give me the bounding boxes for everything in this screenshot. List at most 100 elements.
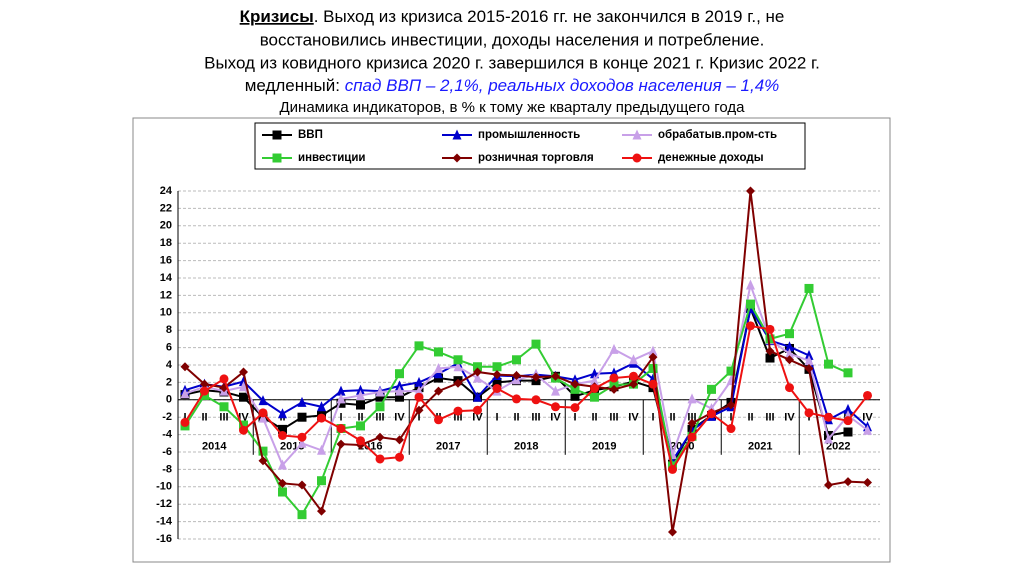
- year-label: 2019: [592, 441, 616, 453]
- marker: [765, 334, 775, 344]
- year-label: 2015: [280, 441, 304, 453]
- marker: [843, 403, 853, 414]
- legend-label: денежные доходы: [658, 152, 764, 164]
- marker: [180, 417, 190, 427]
- marker: [200, 386, 209, 396]
- marker: [668, 527, 677, 537]
- marker: [804, 283, 814, 293]
- marker: [843, 416, 853, 426]
- marker: [317, 401, 326, 412]
- title-highlight: спад ВВП – 2,1%, реальных доходов населе…: [345, 76, 780, 95]
- marker: [609, 373, 619, 383]
- legend-label: обрабатыв.пром-сть: [658, 129, 777, 141]
- x-tick-label: I: [573, 412, 576, 424]
- marker: [200, 379, 209, 389]
- y-tick-label: -10: [156, 481, 172, 493]
- marker: [648, 379, 658, 389]
- x-tick-label: III: [531, 412, 540, 424]
- year-label: 2021: [748, 441, 772, 453]
- marker: [453, 355, 463, 365]
- marker: [843, 427, 853, 437]
- marker: [824, 359, 833, 369]
- marker: [824, 480, 833, 490]
- marker: [356, 436, 365, 446]
- x-tick-label: I: [495, 412, 498, 424]
- marker: [395, 452, 404, 462]
- marker: [824, 412, 833, 422]
- marker: [297, 432, 307, 442]
- x-tick-label: IV: [472, 412, 483, 424]
- marker: [746, 321, 755, 331]
- y-tick-label: 16: [160, 255, 172, 267]
- marker: [414, 385, 424, 396]
- marker: [219, 402, 229, 412]
- marker: [278, 487, 287, 497]
- marker: [317, 444, 326, 455]
- marker: [726, 400, 736, 410]
- marker: [336, 424, 346, 434]
- y-tick-label: 0: [166, 394, 172, 406]
- marker: [317, 476, 326, 486]
- marker: [375, 392, 385, 402]
- marker: [512, 394, 521, 404]
- marker: [492, 362, 502, 372]
- marker: [278, 459, 287, 470]
- title-text: . Выход из кризиса 2015-2016 гг. не зако…: [314, 7, 785, 26]
- x-tick-label: III: [765, 412, 774, 424]
- y-tick-label: 20: [160, 220, 172, 232]
- marker: [746, 186, 755, 196]
- y-tick-label: -6: [162, 446, 172, 458]
- marker: [414, 392, 424, 402]
- legend-marker: [452, 153, 462, 163]
- title-text: медленный:: [245, 76, 345, 95]
- marker: [375, 386, 385, 397]
- marker: [239, 381, 248, 392]
- marker: [570, 384, 580, 394]
- marker: [258, 395, 268, 406]
- marker: [395, 392, 404, 402]
- x-tick-label: II: [747, 412, 753, 424]
- marker: [765, 353, 775, 363]
- marker: [746, 279, 755, 290]
- y-tick-label: -16: [156, 533, 172, 545]
- y-tick-label: 2: [166, 376, 172, 388]
- legend-label: розничная торговля: [478, 152, 594, 164]
- marker: [648, 363, 658, 373]
- year-label: 2014: [202, 441, 227, 453]
- marker: [512, 355, 521, 365]
- marker: [219, 374, 229, 384]
- x-tick-label: I: [807, 412, 810, 424]
- marker: [863, 390, 872, 400]
- legend-marker: [632, 129, 642, 140]
- marker: [473, 367, 482, 377]
- marker: [570, 391, 580, 401]
- title-line: Кризисы. Выход из кризиса 2015-2016 гг. …: [240, 7, 785, 26]
- y-tick-label: 18: [160, 237, 172, 249]
- marker: [297, 437, 307, 448]
- y-tick-label: 24: [160, 185, 173, 197]
- marker: [863, 424, 872, 435]
- marker: [297, 396, 307, 407]
- x-tick-label: IV: [628, 412, 639, 424]
- marker: [765, 346, 775, 356]
- marker: [473, 362, 482, 372]
- marker: [356, 421, 365, 431]
- marker: [395, 380, 404, 391]
- marker: [453, 406, 463, 416]
- legend-box: [254, 122, 806, 170]
- marker: [492, 370, 502, 380]
- y-tick-label: 12: [160, 289, 172, 301]
- marker: [863, 477, 872, 487]
- marker: [765, 324, 775, 334]
- marker: [395, 435, 404, 445]
- x-tick-label: IV: [394, 412, 405, 424]
- marker: [492, 383, 502, 393]
- x-tick-label: IV: [550, 412, 561, 424]
- marker: [492, 377, 502, 387]
- marker: [707, 384, 716, 394]
- marker: [434, 415, 443, 425]
- marker: [785, 355, 794, 365]
- y-tick-label: 6: [166, 342, 172, 354]
- marker: [551, 371, 560, 381]
- marker: [278, 408, 287, 419]
